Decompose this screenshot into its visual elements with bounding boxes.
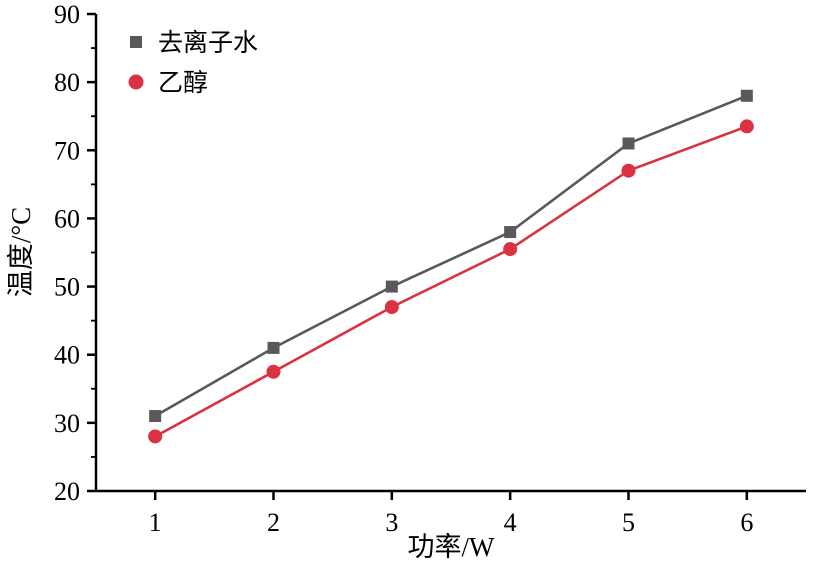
- series-1-marker: [739, 119, 754, 134]
- series-0-line: [154, 94, 748, 418]
- series-1-line: [154, 125, 748, 438]
- x-tick-label: 5: [622, 508, 635, 537]
- x-tick-label: 6: [740, 508, 753, 537]
- x-tick-label: 1: [149, 508, 162, 537]
- y-tick-label: 60: [54, 204, 80, 233]
- y-tick-label: 70: [54, 136, 80, 165]
- y-tick-label: 30: [54, 409, 80, 438]
- series-1-marker: [621, 163, 636, 178]
- y-axis-label: 温度/°C: [6, 207, 36, 297]
- series-1-marker: [503, 242, 518, 257]
- legend-marker-square: [130, 36, 142, 48]
- series-0-marker: [740, 89, 753, 102]
- y-tick-label: 20: [54, 477, 80, 506]
- y-tick-label: 40: [54, 341, 80, 370]
- legend-label: 乙醇: [158, 69, 208, 97]
- legend-label: 去离子水: [158, 29, 258, 57]
- series-0-marker: [385, 280, 398, 293]
- series-0-marker: [622, 137, 635, 150]
- series-0-marker: [267, 341, 280, 354]
- x-tick-label: 3: [385, 508, 398, 537]
- y-tick-label: 80: [54, 68, 80, 97]
- x-axis-label: 功率/W: [408, 532, 496, 562]
- series-1-marker: [384, 300, 399, 315]
- series-0-marker: [504, 226, 517, 239]
- y-tick-label: 50: [54, 273, 80, 302]
- y-tick-label: 90: [54, 0, 80, 29]
- legend-marker-circle: [128, 74, 144, 90]
- series-1-marker: [148, 429, 163, 444]
- x-tick-label: 2: [267, 508, 280, 537]
- x-tick-label: 4: [504, 508, 517, 537]
- series-0-marker: [149, 410, 162, 423]
- series-1-marker: [266, 364, 281, 379]
